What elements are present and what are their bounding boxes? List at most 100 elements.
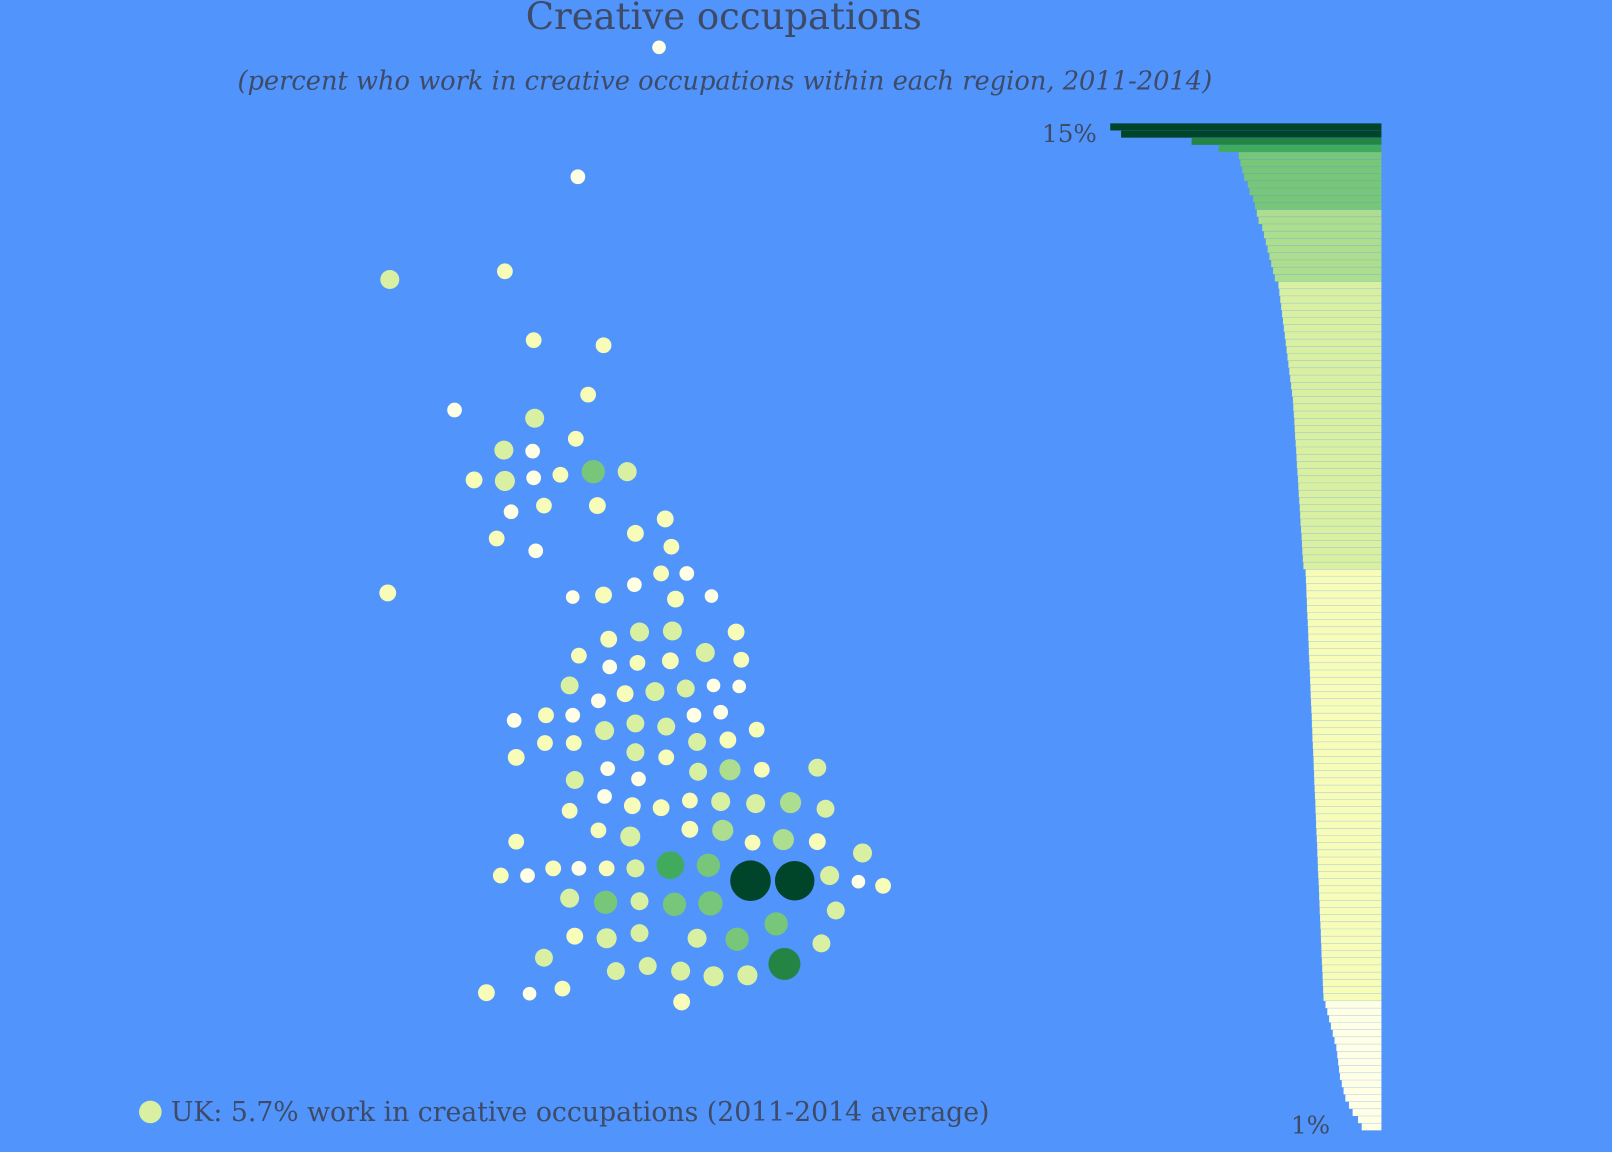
bar (1311, 712, 1382, 721)
bar (1299, 504, 1382, 513)
region-dot (652, 799, 670, 817)
bar (1286, 346, 1382, 354)
bar (1321, 943, 1382, 951)
region-dot (465, 471, 483, 489)
bar (1288, 367, 1382, 376)
region-dot (560, 888, 580, 908)
region-dot (727, 623, 745, 641)
bar (1307, 633, 1382, 642)
region-dot (494, 470, 515, 491)
region-dot (494, 440, 514, 460)
bar (1295, 446, 1382, 455)
bar (1307, 626, 1382, 635)
bar (1285, 338, 1382, 347)
region-dot (566, 927, 584, 945)
region-dot (851, 874, 866, 889)
bar (1238, 151, 1382, 160)
bar (1317, 849, 1382, 858)
bar (1338, 1065, 1382, 1074)
bar (1303, 561, 1382, 570)
bar (1320, 935, 1382, 944)
bar (1310, 698, 1382, 707)
bar (1296, 453, 1382, 462)
bar (1256, 209, 1382, 218)
region-dot (681, 820, 699, 838)
bar (1315, 820, 1382, 829)
bar (1301, 533, 1382, 541)
bar (1298, 497, 1382, 505)
region-dot (826, 901, 845, 920)
bar (1269, 252, 1382, 261)
bar (1318, 878, 1382, 887)
bar (1298, 482, 1382, 491)
region-dot (706, 678, 721, 693)
region-dot (525, 443, 540, 459)
bar (1309, 662, 1382, 671)
bar (1313, 763, 1382, 771)
region-dot (560, 676, 579, 695)
bar (1272, 266, 1382, 275)
region-dot (719, 731, 737, 749)
bar (1321, 950, 1382, 959)
region-dot (508, 833, 525, 850)
region-dot (626, 743, 645, 762)
region-dot (737, 965, 758, 986)
region-dot (520, 868, 535, 883)
region-dot (808, 833, 826, 851)
bar (1240, 159, 1382, 167)
region-dot (477, 984, 495, 1002)
region-dot (630, 622, 650, 642)
region-dot (653, 565, 669, 582)
region-dot (662, 892, 687, 916)
region-dot (816, 799, 835, 818)
region-dot (687, 928, 707, 948)
bar (1298, 489, 1382, 498)
bar (1291, 389, 1382, 397)
region-dot (616, 685, 634, 703)
bar (1313, 777, 1382, 786)
region-dot (689, 762, 708, 781)
bar (1321, 964, 1382, 973)
region-dot (503, 504, 519, 520)
region-dot (768, 947, 801, 980)
subtitle: (percent who work in creative occupation… (237, 66, 1212, 96)
bar (1325, 1000, 1382, 1009)
region-dot (712, 819, 734, 841)
bar (1320, 928, 1382, 937)
region-dot (638, 957, 657, 975)
bar (1297, 475, 1382, 484)
bar (1300, 525, 1382, 534)
bar (1243, 173, 1382, 182)
bar (1294, 417, 1382, 426)
bar (1278, 281, 1382, 290)
region-dot (447, 402, 462, 418)
bar (1310, 684, 1382, 692)
bar (1308, 640, 1382, 649)
region-dot (753, 761, 770, 778)
bar (1330, 1022, 1382, 1030)
bar (1309, 676, 1382, 685)
region-dot (554, 980, 571, 997)
bar (1109, 123, 1382, 131)
bar (1292, 403, 1382, 412)
region-dot (534, 948, 553, 967)
bar (1316, 828, 1382, 836)
region-dot (658, 749, 675, 766)
bar (1311, 720, 1382, 728)
bar (1352, 1108, 1382, 1117)
bar (1328, 1015, 1382, 1023)
bar (1316, 835, 1382, 843)
bar (1343, 1087, 1382, 1095)
bar (1247, 180, 1382, 189)
region-dot (711, 792, 731, 812)
bar (1312, 741, 1382, 750)
region-dot (679, 566, 695, 581)
region-dot (626, 524, 644, 542)
region-dot (681, 792, 698, 809)
region-dot (525, 332, 542, 349)
region-dot (774, 860, 815, 901)
region-dot (725, 927, 749, 951)
bar (1319, 899, 1382, 908)
bar (1306, 605, 1382, 613)
